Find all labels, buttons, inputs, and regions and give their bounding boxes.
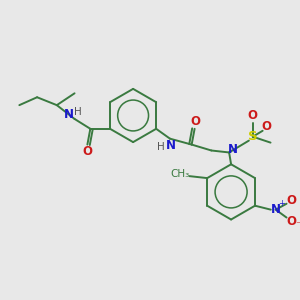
Text: +: +: [278, 199, 285, 208]
Text: H: H: [74, 107, 81, 117]
Text: O: O: [82, 145, 92, 158]
Text: O: O: [286, 194, 296, 207]
Text: O: O: [248, 110, 258, 122]
Text: N: N: [166, 139, 176, 152]
Text: O: O: [190, 116, 201, 128]
Text: O: O: [286, 215, 296, 228]
Text: N: N: [228, 143, 238, 156]
Text: CH₃: CH₃: [170, 169, 189, 179]
Text: S: S: [248, 130, 258, 143]
Text: N: N: [64, 109, 74, 122]
Text: ⁻: ⁻: [296, 220, 300, 230]
Text: O: O: [262, 120, 272, 133]
Text: N: N: [271, 203, 281, 216]
Text: H: H: [157, 142, 165, 152]
